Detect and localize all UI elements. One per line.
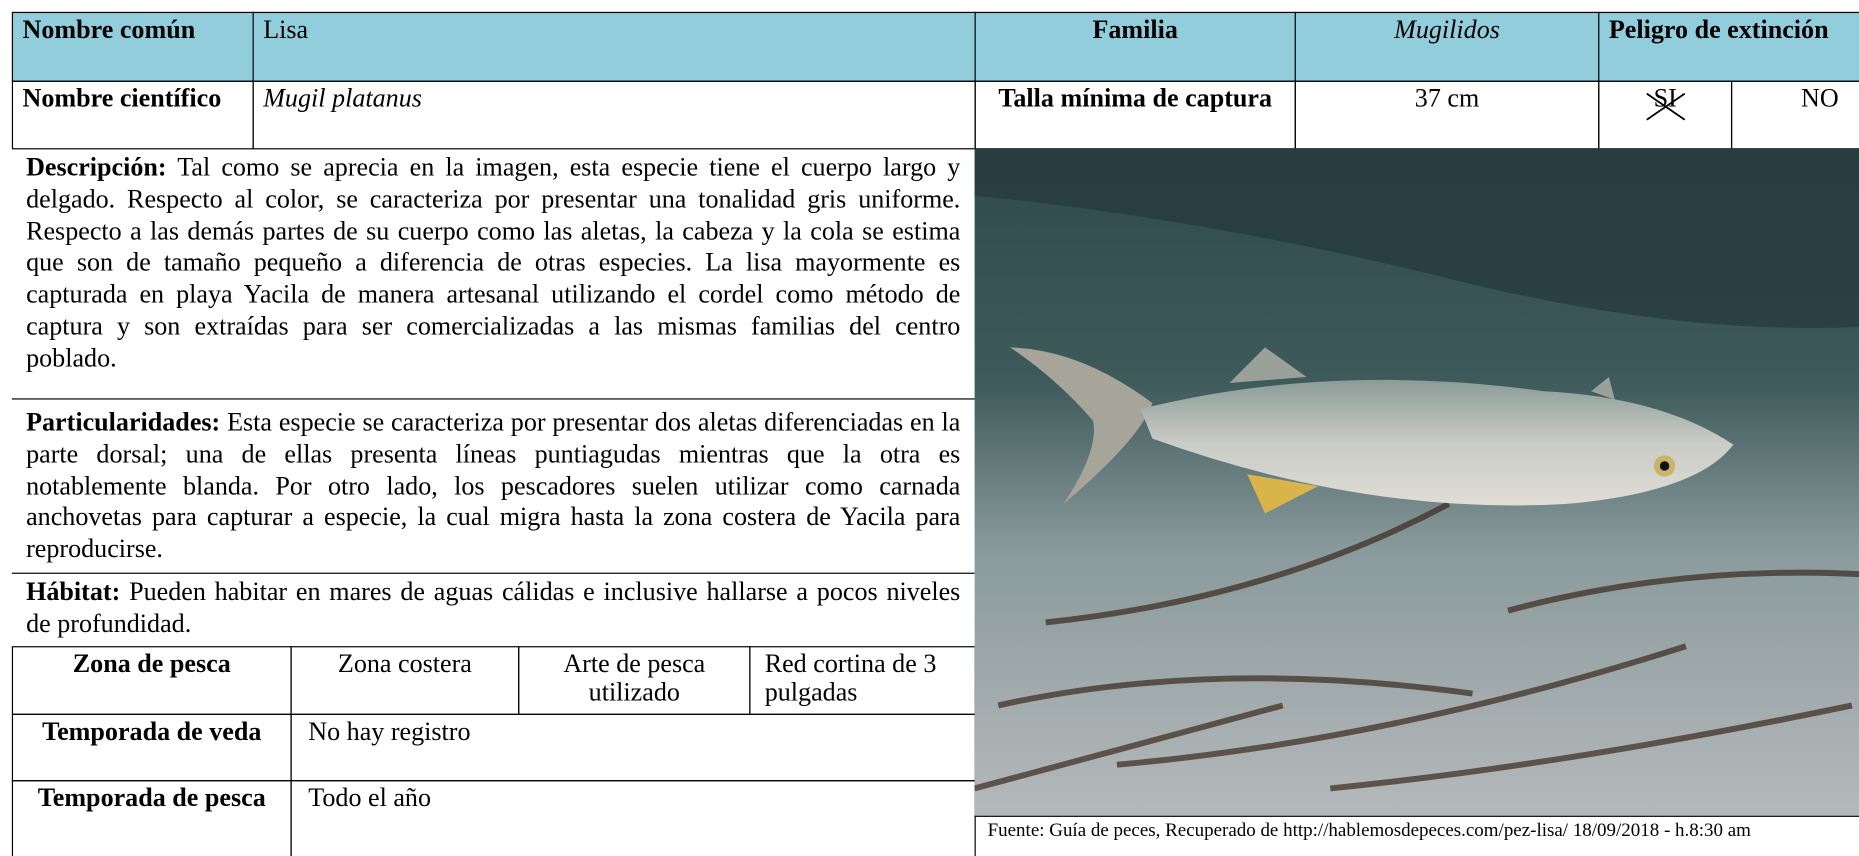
image-caption: Fuente: Guía de peces, Recuperado de htt… bbox=[974, 815, 1859, 854]
option-no: NO bbox=[1730, 80, 1859, 150]
value-cell: Zona costera bbox=[290, 646, 520, 715]
label-cell: Temporada de veda bbox=[11, 713, 292, 782]
label-cell: Arte de pesca utilizado bbox=[518, 646, 751, 715]
section-label: Particularidades: bbox=[26, 406, 221, 437]
section: Descripción: Tal como se aprecia en la i… bbox=[12, 152, 975, 374]
section: Particularidades: Esta especie se caract… bbox=[12, 407, 975, 566]
section: Hábitat: Pueden habitar en mares de agua… bbox=[12, 576, 975, 640]
section-text: Pueden habitar en mares de aguas cálidas… bbox=[26, 576, 961, 638]
label-cell: Nombre científico bbox=[11, 80, 254, 150]
section-label: Hábitat: bbox=[26, 576, 121, 606]
label-cell: Temporada de pesca bbox=[11, 780, 292, 856]
section-text: Esta especie se caracteriza por presenta… bbox=[26, 406, 961, 564]
value-cell: Red cortina de 3 pulgadas bbox=[749, 646, 976, 715]
section-label: Descripción: bbox=[26, 151, 167, 182]
section-text: Tal como se aprecia en la imagen, esta e… bbox=[26, 151, 961, 373]
divider bbox=[11, 572, 975, 574]
value-cell: 37 cm bbox=[1294, 80, 1600, 150]
strike-mark bbox=[1646, 92, 1686, 121]
label-cell: Nombre común bbox=[11, 11, 254, 82]
label-cell: Familia bbox=[974, 11, 1296, 82]
label-cell: Peligro de extinción bbox=[1598, 11, 1859, 82]
value-cell: Mugilidos bbox=[1294, 11, 1600, 82]
label-cell: Talla mínima de captura bbox=[974, 80, 1296, 150]
value-cell: No hay registro bbox=[290, 713, 976, 782]
value-cell: Todo el año bbox=[290, 780, 976, 856]
option-yes: SI bbox=[1653, 82, 1677, 113]
value-cell: Mugil platanus bbox=[252, 80, 976, 150]
label-cell: Zona de pesca bbox=[11, 646, 292, 715]
divider bbox=[11, 398, 975, 400]
fish-photo bbox=[974, 148, 1859, 817]
value-cell: Lisa bbox=[252, 11, 976, 82]
option-cell: SI bbox=[1598, 80, 1733, 150]
